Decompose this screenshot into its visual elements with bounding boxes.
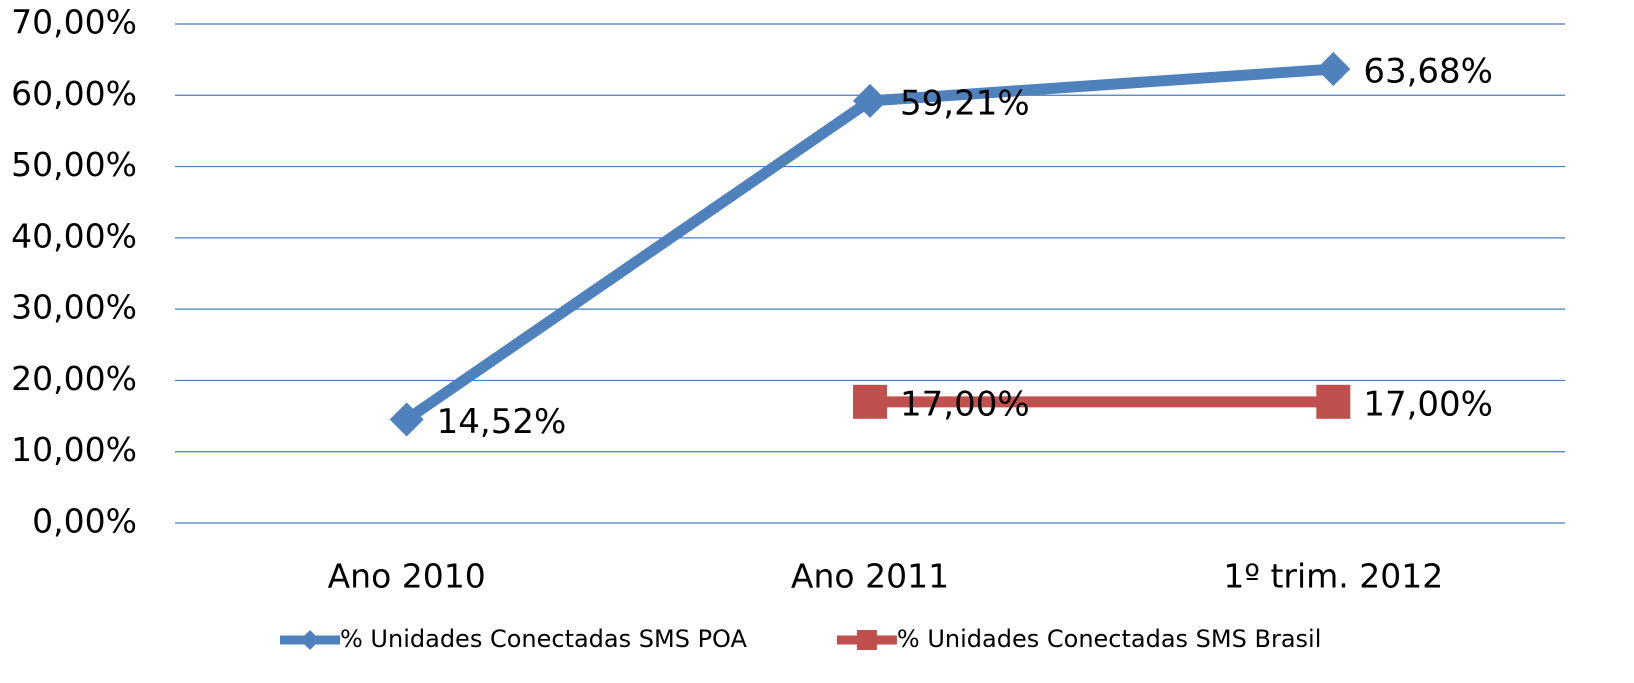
data-point — [1316, 52, 1351, 87]
y-tick-label: 0,00% — [32, 502, 137, 541]
y-tick-label: 70,00% — [11, 3, 137, 42]
x-tick-label: Ano 2011 — [791, 557, 949, 596]
legend-label: % Unidades Conectadas SMS POA — [340, 625, 748, 653]
data-point — [853, 83, 887, 118]
data-label: 14,52% — [437, 402, 567, 442]
legend-marker — [300, 630, 320, 650]
y-tick-label: 20,00% — [11, 359, 137, 398]
x-tick-label: 1º trim. 2012 — [1223, 557, 1443, 596]
data-label: 17,00% — [900, 384, 1030, 424]
legend-marker — [856, 630, 877, 650]
data-label: 63,68% — [1363, 52, 1493, 92]
y-tick-label: 30,00% — [11, 288, 137, 327]
legend-label: % Unidades Conectadas SMS Brasil — [897, 625, 1321, 653]
y-tick-label: 50,00% — [11, 145, 137, 184]
data-label: 17,00% — [1363, 384, 1493, 424]
data-point — [1316, 384, 1351, 419]
series-line — [403, 63, 1334, 425]
y-tick-label: 10,00% — [11, 430, 137, 469]
y-tick-label: 40,00% — [11, 216, 137, 255]
x-tick-label: Ano 2010 — [328, 557, 486, 596]
data-point — [853, 384, 887, 419]
data-label: 59,21% — [900, 83, 1030, 123]
y-tick-label: 60,00% — [11, 74, 137, 113]
data-point — [389, 402, 424, 437]
